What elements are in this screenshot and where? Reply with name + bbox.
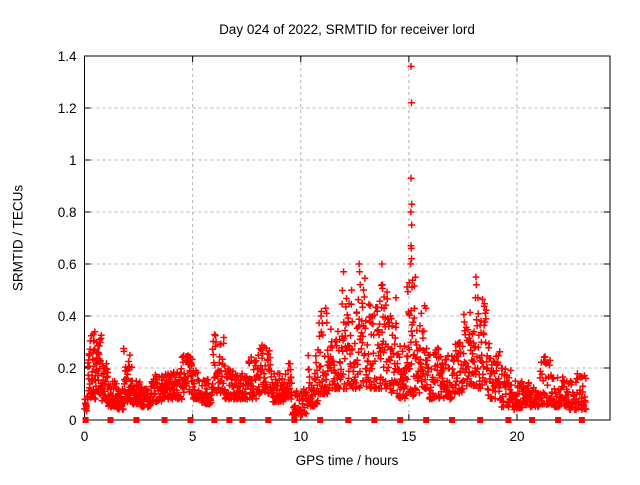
y-axis-label: SRMTID / TECUs	[10, 184, 26, 292]
y-tick-label: 1.2	[58, 101, 77, 116]
y-tick-label: 0.2	[58, 361, 77, 376]
y-tick-label: 1.4	[58, 49, 77, 64]
x-tick-label: 10	[293, 429, 308, 444]
x-tick-label: 0	[81, 429, 89, 444]
scatter-points	[81, 63, 590, 419]
y-tick-label: 0.8	[58, 205, 77, 220]
x-tick-label: 5	[189, 429, 197, 444]
x-axis-label: GPS time / hours	[295, 453, 399, 468]
y-tick-label: 0	[69, 413, 77, 428]
chart-title: Day 024 of 2022, SRMTID for receiver lor…	[219, 22, 475, 37]
y-tick-label: 0.4	[58, 309, 77, 324]
x-tick-label: 15	[401, 429, 416, 444]
plot-border	[84, 55, 611, 421]
y-tick-label: 0.6	[58, 257, 77, 272]
y-tick-label: 1	[69, 153, 77, 168]
x-tick-label: 20	[509, 429, 524, 444]
zero-line-square-markers	[82, 417, 585, 423]
